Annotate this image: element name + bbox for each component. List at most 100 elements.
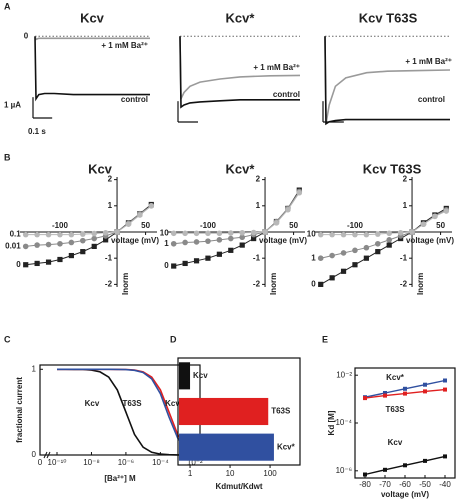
chart-title: Kcv* xyxy=(226,10,256,25)
y-tick-label: -1 xyxy=(400,253,408,262)
circle-marker xyxy=(317,255,324,261)
square-marker xyxy=(403,463,407,468)
square-marker xyxy=(103,237,109,243)
circle-marker xyxy=(340,231,347,238)
circle-marker xyxy=(296,189,303,196)
square-marker xyxy=(363,255,369,261)
panel-letter: B xyxy=(4,152,11,162)
circle-marker xyxy=(193,230,200,237)
square-marker xyxy=(182,260,188,267)
circle-marker xyxy=(443,208,450,214)
trace-label: control xyxy=(121,95,148,104)
y-tick-label: 2 xyxy=(403,175,408,184)
circle-marker xyxy=(239,234,246,241)
circle-marker xyxy=(374,231,381,237)
circle-marker xyxy=(102,229,109,236)
circle-marker xyxy=(205,238,211,244)
square-marker xyxy=(91,243,97,250)
zero-label: 0 xyxy=(24,31,29,40)
y-tick-label: 1 xyxy=(32,364,37,373)
circle-marker xyxy=(386,230,393,237)
circle-marker xyxy=(363,244,370,251)
circle-marker xyxy=(363,231,370,238)
series-label: 0.01 xyxy=(5,242,21,251)
bar-label: Kcv xyxy=(193,371,208,380)
circle-marker xyxy=(374,240,381,247)
circle-marker xyxy=(114,229,120,235)
plot-frame xyxy=(177,357,301,466)
square-marker xyxy=(318,281,324,287)
x-tick-label: 100 xyxy=(263,469,277,478)
x-tick-label: 50 xyxy=(436,221,445,230)
circle-marker xyxy=(91,230,98,237)
plot-frame xyxy=(354,367,456,479)
circle-marker xyxy=(262,229,268,235)
x-axis-label: voltage (mV) xyxy=(381,490,429,499)
x-axis-label: Kdmut/Kdwt xyxy=(215,482,262,491)
trace-label: control xyxy=(418,95,445,104)
square-marker xyxy=(193,258,200,264)
y-axis-label: Kd [M] xyxy=(327,410,336,435)
square-marker xyxy=(383,390,387,395)
iv-line xyxy=(173,189,300,267)
x-tick-label: 10⁻⁸ xyxy=(83,458,100,467)
y-tick-label: 10⁻⁴ xyxy=(335,418,352,427)
circle-marker xyxy=(57,231,63,238)
circle-marker xyxy=(182,230,188,237)
circle-marker xyxy=(432,213,438,220)
series-label: Kcv xyxy=(388,438,403,447)
chart-title: Kcv T63S xyxy=(363,161,422,176)
square-marker xyxy=(45,259,52,265)
square-marker xyxy=(329,275,335,281)
y-tick-label: -2 xyxy=(253,279,261,288)
x-tick-label: -100 xyxy=(347,221,364,230)
circle-marker xyxy=(386,237,393,243)
circle-marker xyxy=(340,250,347,256)
panel-letter: C xyxy=(4,334,11,344)
x-axis-label: voltage (mV) xyxy=(406,236,454,245)
circle-marker xyxy=(352,247,358,254)
circle-marker xyxy=(352,231,358,238)
circle-marker xyxy=(317,231,324,238)
zero-label: 0 xyxy=(38,458,43,467)
series-label: 10 xyxy=(307,230,316,239)
y-tick-label: 1 xyxy=(256,201,261,210)
square-marker xyxy=(363,472,367,477)
iv-line xyxy=(320,207,447,285)
x-tick-label: -80 xyxy=(359,480,371,489)
circle-marker xyxy=(205,230,211,237)
trace-line xyxy=(179,36,301,100)
square-marker xyxy=(239,242,245,248)
circle-marker xyxy=(170,230,177,237)
y-axis-label: fractional current xyxy=(15,377,24,443)
circle-marker xyxy=(182,239,188,246)
x-tick-label: 10⁻⁶ xyxy=(118,458,134,467)
series-label: 0 xyxy=(311,279,316,288)
y-tick-label: 0 xyxy=(32,450,37,459)
panel-letter: A xyxy=(4,1,11,11)
y-tick-label: -2 xyxy=(400,279,408,288)
circle-marker xyxy=(273,220,280,226)
circle-marker xyxy=(193,239,200,245)
bar xyxy=(179,397,269,426)
series-label: Kcv* xyxy=(386,373,405,382)
scale-label-x: 0.1 s xyxy=(28,127,46,136)
chart-title: Kcv xyxy=(80,10,105,25)
y-axis-label: Inorm xyxy=(121,273,130,295)
square-marker xyxy=(423,389,427,394)
circle-marker xyxy=(45,241,52,248)
circle-marker xyxy=(420,221,427,227)
square-marker xyxy=(383,467,387,472)
axis-break xyxy=(43,451,51,459)
trace-line xyxy=(34,36,150,102)
circle-marker xyxy=(34,231,40,238)
square-marker xyxy=(403,391,407,396)
circle-marker xyxy=(216,237,223,243)
square-marker xyxy=(403,386,407,391)
series-label: 1 xyxy=(311,253,316,262)
square-marker xyxy=(443,378,447,383)
y-tick-label: 10⁻² xyxy=(336,370,352,379)
square-marker xyxy=(57,256,63,263)
square-marker xyxy=(80,249,86,255)
